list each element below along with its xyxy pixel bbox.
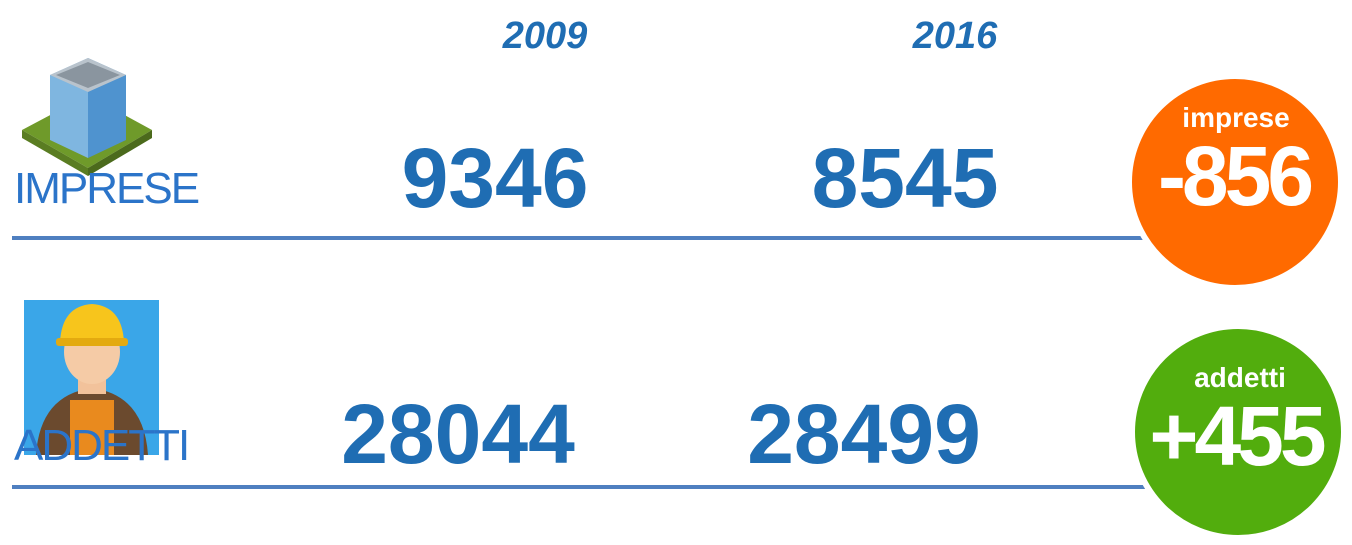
value-2009: 28044 — [341, 387, 575, 481]
year-header: 2016 — [912, 15, 998, 57]
building-icon — [22, 58, 152, 176]
year-header: 2009 — [502, 15, 588, 57]
badge-value: -856 — [1158, 129, 1311, 223]
row-label: ADDETTI — [14, 421, 188, 470]
value-2009: 9346 — [402, 131, 589, 225]
badge-value: +455 — [1149, 389, 1324, 483]
change-badge: addetti +455 — [1132, 326, 1344, 538]
value-2016: 28499 — [747, 387, 981, 481]
row-label: IMPRESE — [14, 164, 199, 213]
infographic: 2009 2016 IMPRESE 9346 8545 ADDETTI 2804… — [0, 0, 1352, 545]
value-2016: 8545 — [812, 131, 999, 225]
change-badge: imprese -856 — [1129, 76, 1341, 288]
